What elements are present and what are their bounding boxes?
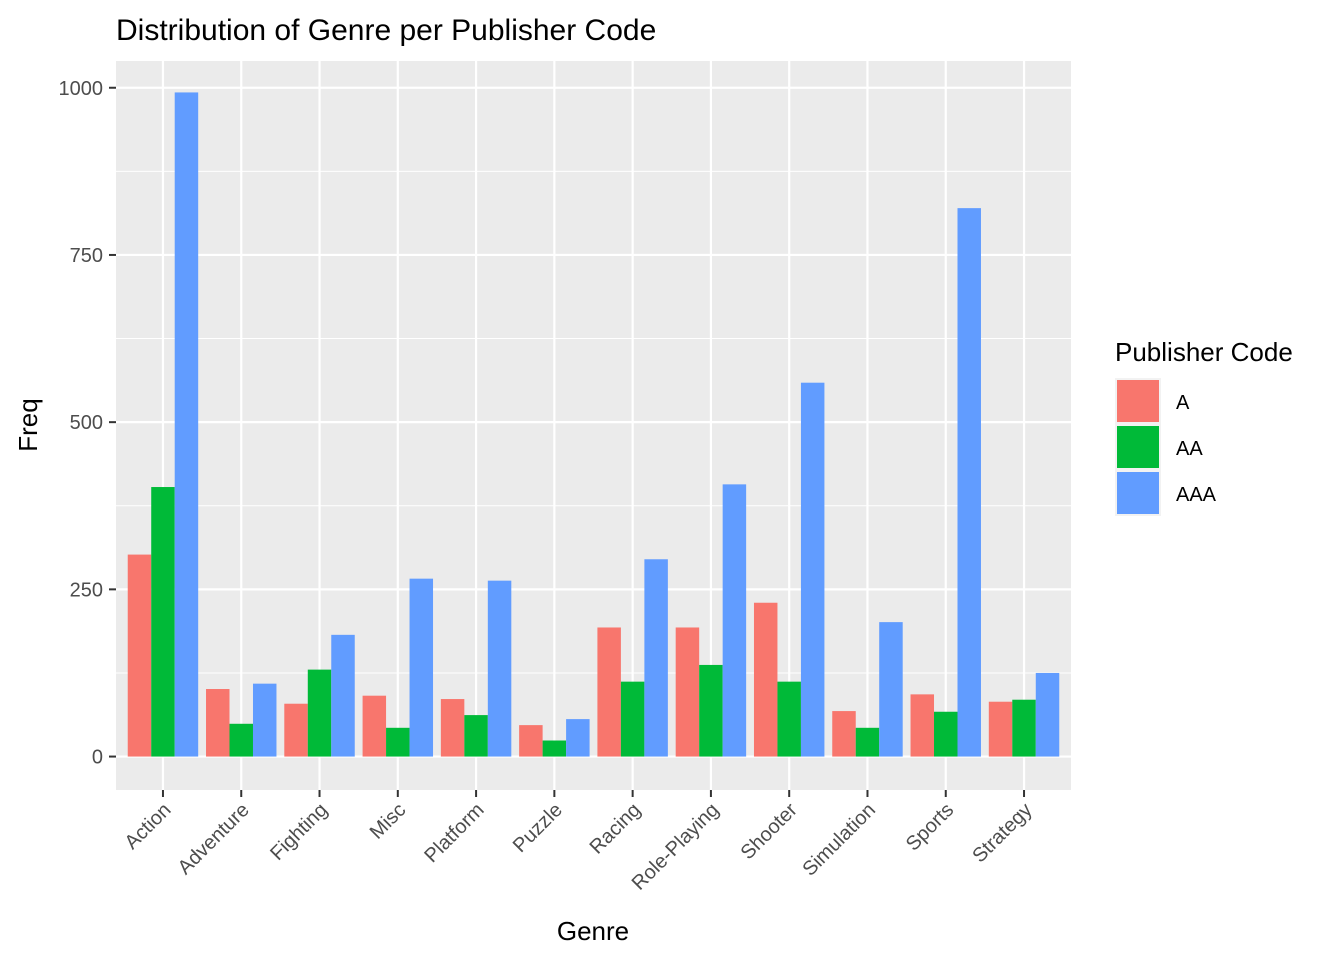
legend-label-A: A [1176,392,1190,414]
y-tick-label: 750 [70,245,103,267]
bar-A-Racing [597,627,621,757]
bar-AAA-Role-Playing [722,484,747,757]
bar-A-Fighting [284,703,308,757]
bar-AAA-Sports [957,208,981,757]
chart-title: Distribution of Genre per Publisher Code [116,14,656,47]
bar-AAA-Racing [644,559,668,757]
bar-AAA-Shooter [800,382,825,757]
x-tick-label: Simulation [798,799,880,881]
plot-panel [116,61,1071,790]
x-tick-label: Misc [366,799,411,844]
bar-AA-Role-Playing [699,664,723,757]
bar-A-Platform [440,699,465,757]
x-axis-title: Genre [557,916,629,946]
bar-AAA-Strategy [1035,672,1060,757]
bar-AA-Action [151,487,175,757]
y-tick-label: 500 [70,412,103,434]
x-tick-label: Fighting [266,799,332,865]
bar-AA-Misc [386,727,410,757]
legend-label-AA: AA [1176,438,1203,460]
y-tick-label: 0 [92,747,103,769]
y-axis: 0 250 500 750 1000 [59,78,116,769]
legend-label-AAA: AAA [1176,484,1217,506]
bar-AA-Puzzle [542,740,567,757]
bar-AAA-Puzzle [566,719,590,757]
bar-AA-Shooter [777,681,801,757]
x-tick-label: Platform [420,799,488,867]
y-axis-title: Freq [13,398,43,451]
bar-A-Role-Playing [675,627,700,757]
legend-swatch-AA [1117,426,1159,468]
legend-swatch-A [1117,380,1159,422]
bar-AA-Simulation [855,727,880,757]
x-tick-label: Shooter [737,799,802,864]
bar-AA-Adventure [229,723,253,757]
y-tick-label: 250 [70,579,103,601]
bar-AAA-Platform [487,580,512,757]
legend-swatch-AAA [1117,472,1159,514]
bar-AA-Strategy [1012,699,1036,757]
bar-A-Misc [362,695,387,757]
bar-AAA-Simulation [879,622,903,757]
bar-AAA-Action [174,92,199,757]
bar-A-Sports [910,694,935,757]
x-tick-label: Action [121,799,176,854]
bar-A-Action [127,554,152,757]
x-tick-label: Adventure [174,799,254,879]
bar-A-Shooter [753,602,778,757]
bar-AAA-Fighting [331,634,355,757]
bar-AAA-Misc [409,578,434,757]
bar-AA-Platform [464,715,488,757]
bar-A-Simulation [832,711,856,757]
bar-AAA-Adventure [252,683,277,757]
bar-A-Puzzle [519,725,543,757]
bar-A-Adventure [206,689,230,757]
x-tick-label: Strategy [968,799,1036,867]
bars [127,92,1060,757]
grid-lines [116,61,1071,790]
x-tick-label: Sports [902,799,958,855]
bar-AA-Racing [620,681,645,757]
x-tick-label: Puzzle [509,799,567,857]
bar-A-Strategy [988,701,1013,757]
y-tick-label: 1000 [59,78,104,100]
x-tick-label: Racing [586,799,646,859]
legend-title: Publisher Code [1115,337,1293,367]
bar-AA-Fighting [307,669,332,757]
bar-AA-Sports [934,711,958,757]
